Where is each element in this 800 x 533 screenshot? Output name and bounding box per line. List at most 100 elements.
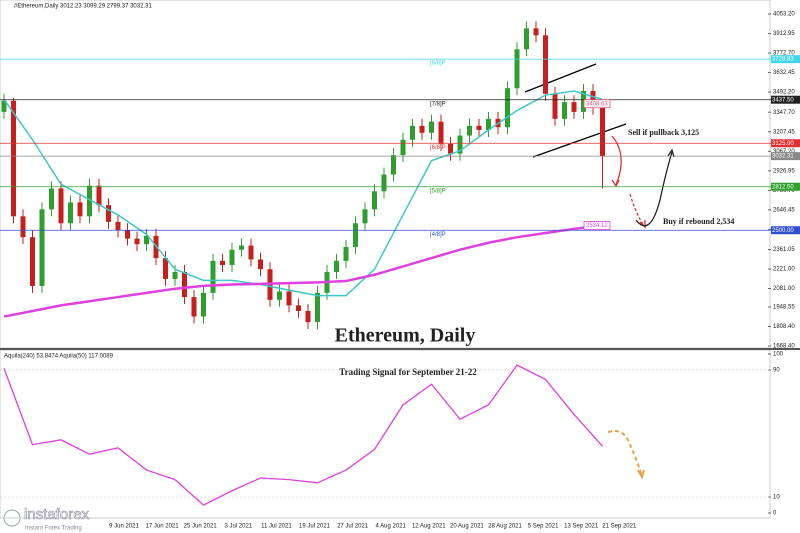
level-box [771,139,800,148]
x-tick-label: 17 Jun 2021 [146,524,180,530]
candle-body [191,297,197,317]
y-tick-label: 3912.95 [773,31,795,37]
candle-body [144,235,149,245]
candle-body [562,102,567,119]
candle-body [277,291,282,300]
candle-body [438,121,444,144]
candle-body [381,174,387,192]
candle-body [552,93,558,119]
level-label: 2500.00 [772,228,794,234]
candle-body [49,188,54,210]
indicator-subtitle: Trading Signal for September 21-22 [339,367,477,377]
y-tick-label: 1668.40 [773,344,795,350]
annotation: Sell if pullback 3,125 [628,128,699,137]
candle-body [106,205,111,222]
candle-body [343,246,349,261]
level-box [771,182,800,191]
moving-average [3,224,603,318]
price-panel [0,0,771,349]
candle-body [581,91,586,112]
logo: instaforex Instant Forex Trading [2,506,90,532]
candle-body [39,209,45,286]
candle-body [372,191,377,210]
candle-body [20,216,26,238]
candle-body [248,245,254,260]
candle-body [239,245,244,250]
chart-title: Ethereum, Daily [335,325,476,347]
candle-body [296,305,301,311]
level-tag: [4/8]P [430,232,446,238]
candle-body [315,292,320,323]
level-box [771,55,800,64]
candle-body [220,260,225,266]
candle-body [524,28,529,50]
y-tick-label: 3492.20 [773,90,795,96]
x-tick-label: 5 Sep 2021 [528,524,559,530]
level-tag: [8/8]P [430,61,446,67]
y-tick-label: 2926.95 [773,168,795,174]
candle-body [182,271,187,298]
candle-body [87,185,92,217]
candle-body [362,209,368,224]
x-tick-label: 19 Jul 2021 [299,524,331,530]
y-tick-label: 1948.55 [773,305,795,311]
y-tick-label: 1808.40 [773,324,795,330]
candle-body [201,292,206,317]
price-marker-label: 2534.12 [586,223,608,229]
candle-body [448,143,453,154]
y-tick-label: 10 [773,495,780,501]
candle-body [419,125,425,133]
candle-body [514,49,520,89]
logo-tagline: Instant Forex Trading [25,526,82,532]
y-tick-label: 2786.70 [773,188,795,194]
candle-body [125,230,130,239]
candle-body [286,291,292,306]
candle-body [353,223,358,247]
y-tick-label: 3207.45 [773,129,795,135]
channel [524,63,627,158]
y-tick-label: 3067.20 [773,149,795,155]
candle-body [391,155,396,175]
y-tick-label: 3632.45 [773,70,795,76]
y-tick-label: 100 [773,352,784,358]
level-label: 3728.83 [772,57,794,63]
x-tick-label: 9 Jun 2021 [109,524,139,530]
level-tag: [5/8]P [430,188,446,194]
logo-name: instaforex [24,506,90,523]
indicator-title: Aquila(240) 53.8474 Aquila(50) 117.0089 [4,354,114,360]
y-tick-label: 90 [773,367,780,373]
level-tag: [6/8]P [430,145,446,151]
indicator-line [3,364,603,506]
candle-body [11,100,16,217]
candle-body [115,221,121,231]
y-tick-label: 2361.05 [773,247,795,253]
candle-body [134,238,140,245]
level-label: 2812.50 [772,184,794,190]
x-tick-label: 25 Jun 2021 [184,524,218,530]
candle-body [172,271,178,279]
y-tick-label: 2646.45 [773,207,795,213]
candle-body [258,259,263,270]
level-label: 3125.00 [772,141,794,147]
price-marker-label: 3408.63 [586,101,608,107]
candle-body [163,258,168,279]
candle-body [486,118,491,130]
x-tick-label: 28 Aug 2021 [488,524,522,530]
candle-body [305,310,311,323]
level-label: 3032.31 [772,154,794,160]
candle-body [429,121,434,133]
x-tick-label: 11 Jul 2021 [261,524,292,530]
y-tick-label: 4053.20 [773,12,795,18]
y-tick-label: 3772.70 [773,51,795,57]
moving-average [3,90,603,297]
y-tick-label: 2221.00 [773,267,795,273]
candle-body [30,237,35,286]
candle-body [334,260,339,272]
x-tick-label: 13 Sep 2021 [564,524,599,530]
candle-body [68,202,73,224]
level-box [771,95,800,104]
level-tag: [7/8]P [430,101,446,107]
level-label: 3437.50 [772,97,794,103]
candle-body [533,28,539,36]
